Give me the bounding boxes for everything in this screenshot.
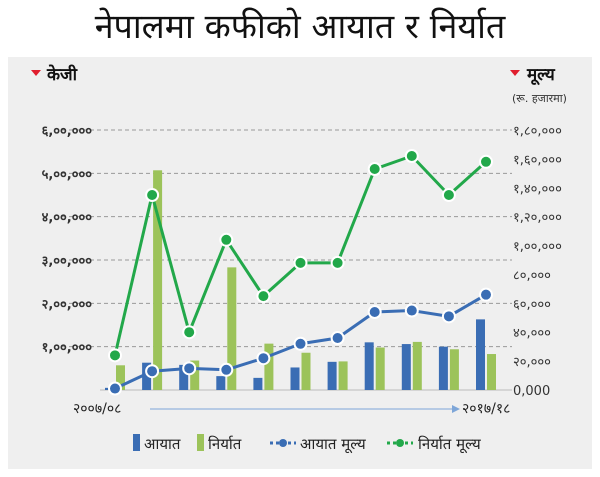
import-value-point [330, 331, 345, 345]
export-value-point [404, 149, 419, 163]
import-value-point [367, 305, 382, 319]
bar-export [412, 341, 422, 390]
x-start-label: २००७/०८ [73, 401, 121, 417]
y-axis-title: केजी [46, 64, 78, 85]
legend-export-value-marker [396, 439, 404, 447]
bar-import [327, 361, 337, 390]
import-value-point [479, 287, 493, 302]
export-value-point [145, 188, 160, 202]
legend-export-value-label: निर्यात मूल्य [418, 435, 481, 454]
import-value-point [441, 309, 456, 324]
export-value-point [256, 289, 271, 304]
y-tick-label: २,००,००० [42, 297, 93, 312]
y2-tick-label: २०,००० [513, 355, 551, 370]
x-end-label: २०१७/१८ [462, 401, 510, 417]
export-value-point [182, 325, 197, 340]
y2-tick-label: ४०,००० [513, 326, 551, 341]
export-value-point [219, 232, 234, 247]
bar-export [227, 267, 237, 390]
y2-tick-label: १,००,००० [513, 240, 562, 255]
bar-import [401, 344, 411, 390]
bar-export [116, 365, 125, 390]
bar-export [153, 170, 163, 390]
left-axis-marker-icon [31, 70, 41, 76]
y2-tick-label: १,६०,००० [513, 153, 562, 168]
y2-axis-subtitle: (रू. हजारमा) [512, 92, 567, 105]
export-value-point [479, 154, 493, 169]
bar-import [253, 377, 263, 390]
y2-tick-label: 0,000 [513, 384, 550, 399]
bar-import [364, 342, 374, 390]
legend-import-value-label: आयात मूल्य [300, 435, 366, 454]
import-value-point [293, 336, 308, 351]
bar-export [301, 352, 311, 390]
bar-export [190, 360, 200, 390]
export-value-point [330, 255, 345, 270]
y-tick-label: ३,००,००० [42, 254, 93, 269]
bar-import [216, 376, 226, 390]
export-value-point [293, 255, 308, 270]
bar-export [375, 347, 385, 390]
legend-export-swatch [197, 434, 204, 451]
export-value-point [108, 348, 122, 363]
import-value-point [404, 303, 419, 318]
y2-tick-label: १,८०,००० [513, 124, 562, 139]
import-value-point [108, 381, 122, 396]
y2-tick-label: १,२०,००० [513, 211, 562, 226]
bar-export [264, 343, 274, 390]
export-value-point [367, 162, 382, 176]
legend-export-label: निर्यात [208, 435, 242, 453]
legend-import-label: आयात [144, 435, 181, 453]
x-range-arrowhead-icon [452, 405, 460, 413]
bar-export [449, 349, 459, 390]
y-tick-label: ६,००,००० [42, 124, 93, 139]
y2-tick-label: १,४०,००० [513, 182, 562, 197]
y2-axis-title: मूल्य [526, 65, 556, 86]
chart-title: नेपालमा कफीको आयात र निर्यात [94, 7, 506, 47]
legend-import-swatch [133, 434, 140, 451]
export-value-line [113, 154, 488, 356]
bar-import [438, 346, 448, 390]
legend-import-value-marker [279, 439, 287, 447]
import-value-point [145, 364, 160, 379]
import-value-point [182, 361, 197, 376]
bar-export [487, 354, 496, 390]
right-axis-marker-icon [510, 70, 520, 76]
bar-import [179, 364, 189, 390]
y-tick-label: ५,००,००० [42, 167, 93, 182]
bar-import [142, 362, 152, 390]
bar-import [290, 367, 300, 390]
bar-import [476, 319, 485, 390]
import-value-point [219, 362, 234, 377]
y-tick-label: १,००,००० [42, 341, 93, 356]
import-value-point [256, 351, 271, 366]
bar-export [338, 361, 348, 390]
y2-tick-label: ८०,००० [513, 268, 551, 283]
export-value-point [441, 188, 456, 202]
y-tick-label: ४,००,००० [42, 211, 93, 226]
y2-tick-label: ६०,००० [513, 297, 551, 312]
